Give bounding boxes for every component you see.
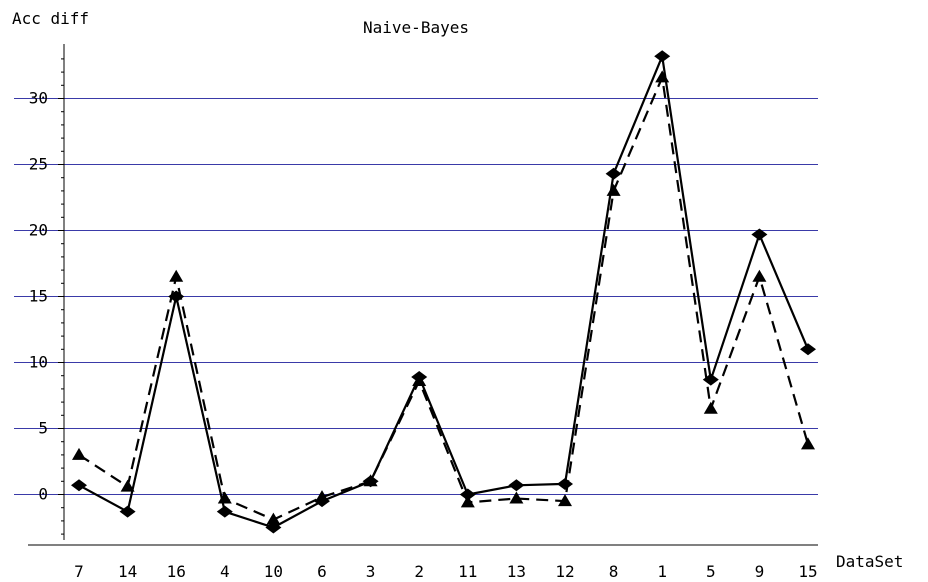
chart-title: Naive-Bayes <box>363 18 469 37</box>
y-tick-label: 0 <box>38 485 48 504</box>
x-tick-label: 13 <box>507 562 526 581</box>
x-tick-label: 7 <box>74 562 84 581</box>
triangle-point <box>315 490 329 503</box>
diamond-point <box>751 228 768 241</box>
x-tick-label: 12 <box>555 562 574 581</box>
triangle-point <box>460 495 475 508</box>
triangle-point <box>558 494 572 507</box>
x-tick-label: 2 <box>414 562 424 581</box>
x-tick-label: 3 <box>366 562 376 581</box>
x-tick-label: 16 <box>167 562 186 581</box>
diamond-point <box>654 50 671 63</box>
x-tick-label: 9 <box>755 562 765 581</box>
triangle-point <box>169 269 184 282</box>
y-tick-label: 15 <box>29 287 48 306</box>
diamond-point <box>71 479 87 492</box>
triangle-point <box>412 373 427 386</box>
triangle-point <box>655 70 670 83</box>
triangle-point <box>217 491 232 504</box>
x-tick-label: 6 <box>317 562 327 581</box>
triangle-point <box>363 474 378 487</box>
triangle-point <box>703 401 718 414</box>
y-tick-label: 10 <box>29 353 48 372</box>
triangle-point <box>606 183 621 196</box>
diamond-point <box>216 505 233 518</box>
diamond-point <box>557 477 573 490</box>
x-tick-label: 1 <box>657 562 667 581</box>
dashed-series-line <box>78 76 810 521</box>
x-tick-label: 8 <box>609 562 619 581</box>
diamond-point <box>508 479 525 492</box>
gridlines <box>14 98 818 495</box>
triangle-point <box>509 491 524 504</box>
diamond-point <box>605 167 622 180</box>
x-tick-label: 14 <box>118 562 137 581</box>
x-tick-label: 4 <box>220 562 230 581</box>
y-tick-label: 20 <box>29 221 48 240</box>
diamond-point <box>459 488 476 501</box>
diamond-point <box>800 343 816 356</box>
series-layer <box>71 50 816 534</box>
x-tick-label: 11 <box>458 562 477 581</box>
triangle-point <box>801 437 815 450</box>
x-axis-label: DataSet <box>836 552 903 571</box>
x-tick-label: 15 <box>798 562 817 581</box>
solid-series-line <box>78 55 810 529</box>
triangle-point <box>752 269 767 282</box>
triangle-point <box>266 512 281 525</box>
x-tick-label: 5 <box>706 562 716 581</box>
diamond-point <box>119 505 136 518</box>
y-tick-label: 5 <box>38 419 48 438</box>
x-tick-label: 10 <box>264 562 283 581</box>
triangle-point <box>120 479 135 492</box>
y-axis-label: Acc diff <box>12 9 89 28</box>
y-tick-label: 25 <box>29 155 48 174</box>
y-tick-label: 30 <box>29 89 48 108</box>
triangle-point <box>72 447 86 460</box>
